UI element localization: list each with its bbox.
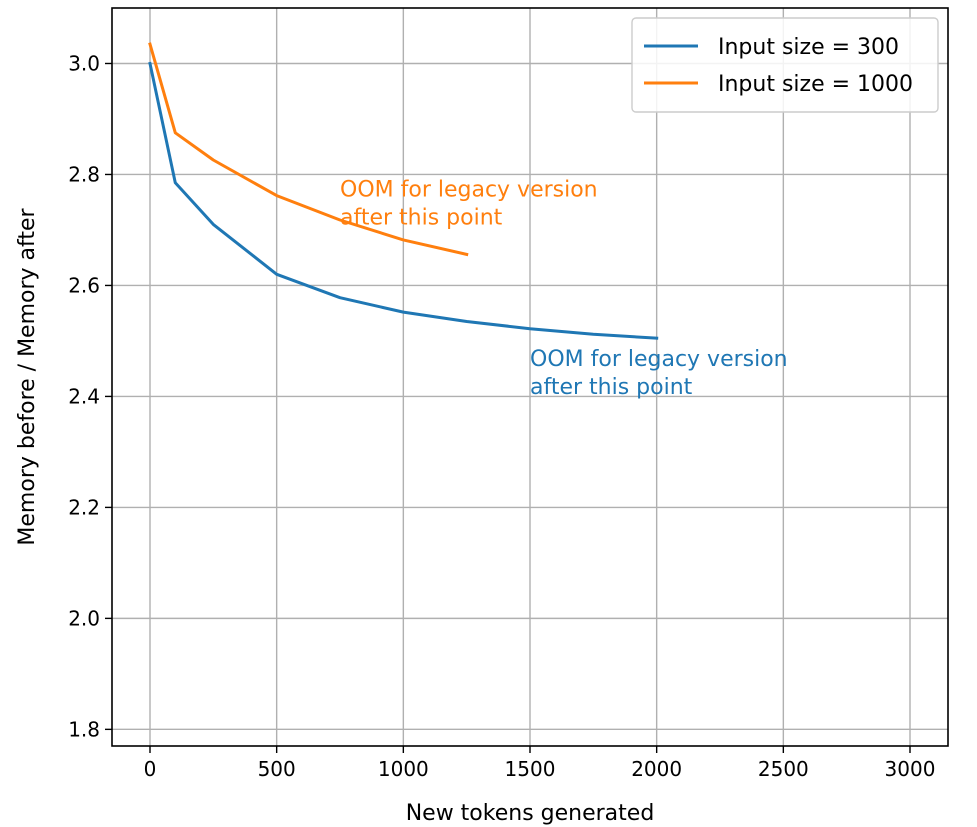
y-axis-label: Memory before / Memory after	[15, 207, 40, 545]
legend: Input size = 300 Input size = 1000	[631, 17, 939, 113]
annotation-0: OOM for legacy version after this point	[340, 178, 598, 231]
legend-box	[631, 17, 939, 113]
annotation-line: OOM for legacy version	[530, 347, 788, 372]
annotation-line: after this point	[530, 375, 693, 400]
y-tick-label: 3.0	[68, 51, 100, 75]
y-tick-label: 2.6	[68, 273, 100, 297]
x-tick-label: 2000	[631, 757, 682, 781]
annotation-line: OOM for legacy version	[340, 178, 598, 203]
y-tick-label: 2.8	[68, 162, 100, 186]
x-tick-label: 1500	[505, 757, 556, 781]
annotation-1: OOM for legacy version after this point	[530, 347, 788, 400]
x-axis-label: New tokens generated	[406, 801, 655, 826]
x-tick-label: 3000	[885, 757, 936, 781]
annotations: OOM for legacy version after this pointOO…	[340, 178, 788, 400]
annotation-line: after this point	[340, 206, 503, 231]
tick-labels: 0 500 1000 1500 2000 2500 3000 1.8 2.0 2.2 2.4 2.6 2…	[68, 51, 935, 781]
x-tick-label: 2500	[758, 757, 809, 781]
y-tick-label: 2.4	[68, 384, 100, 408]
y-tick-label: 1.8	[68, 717, 100, 741]
x-tick-label: 1000	[378, 757, 429, 781]
tick-marks	[105, 62, 911, 753]
series-line-0	[148, 61, 659, 340]
series-lines	[148, 42, 659, 340]
x-tick-label: 500	[258, 757, 296, 781]
legend-label-1: Input size = 1000	[718, 72, 913, 97]
y-tick-label: 2.0	[68, 606, 100, 630]
y-tick-label: 2.2	[68, 495, 100, 519]
x-tick-label: 0	[144, 757, 157, 781]
series-line-1	[148, 42, 469, 257]
legend-label-0: Input size = 300	[718, 35, 899, 60]
